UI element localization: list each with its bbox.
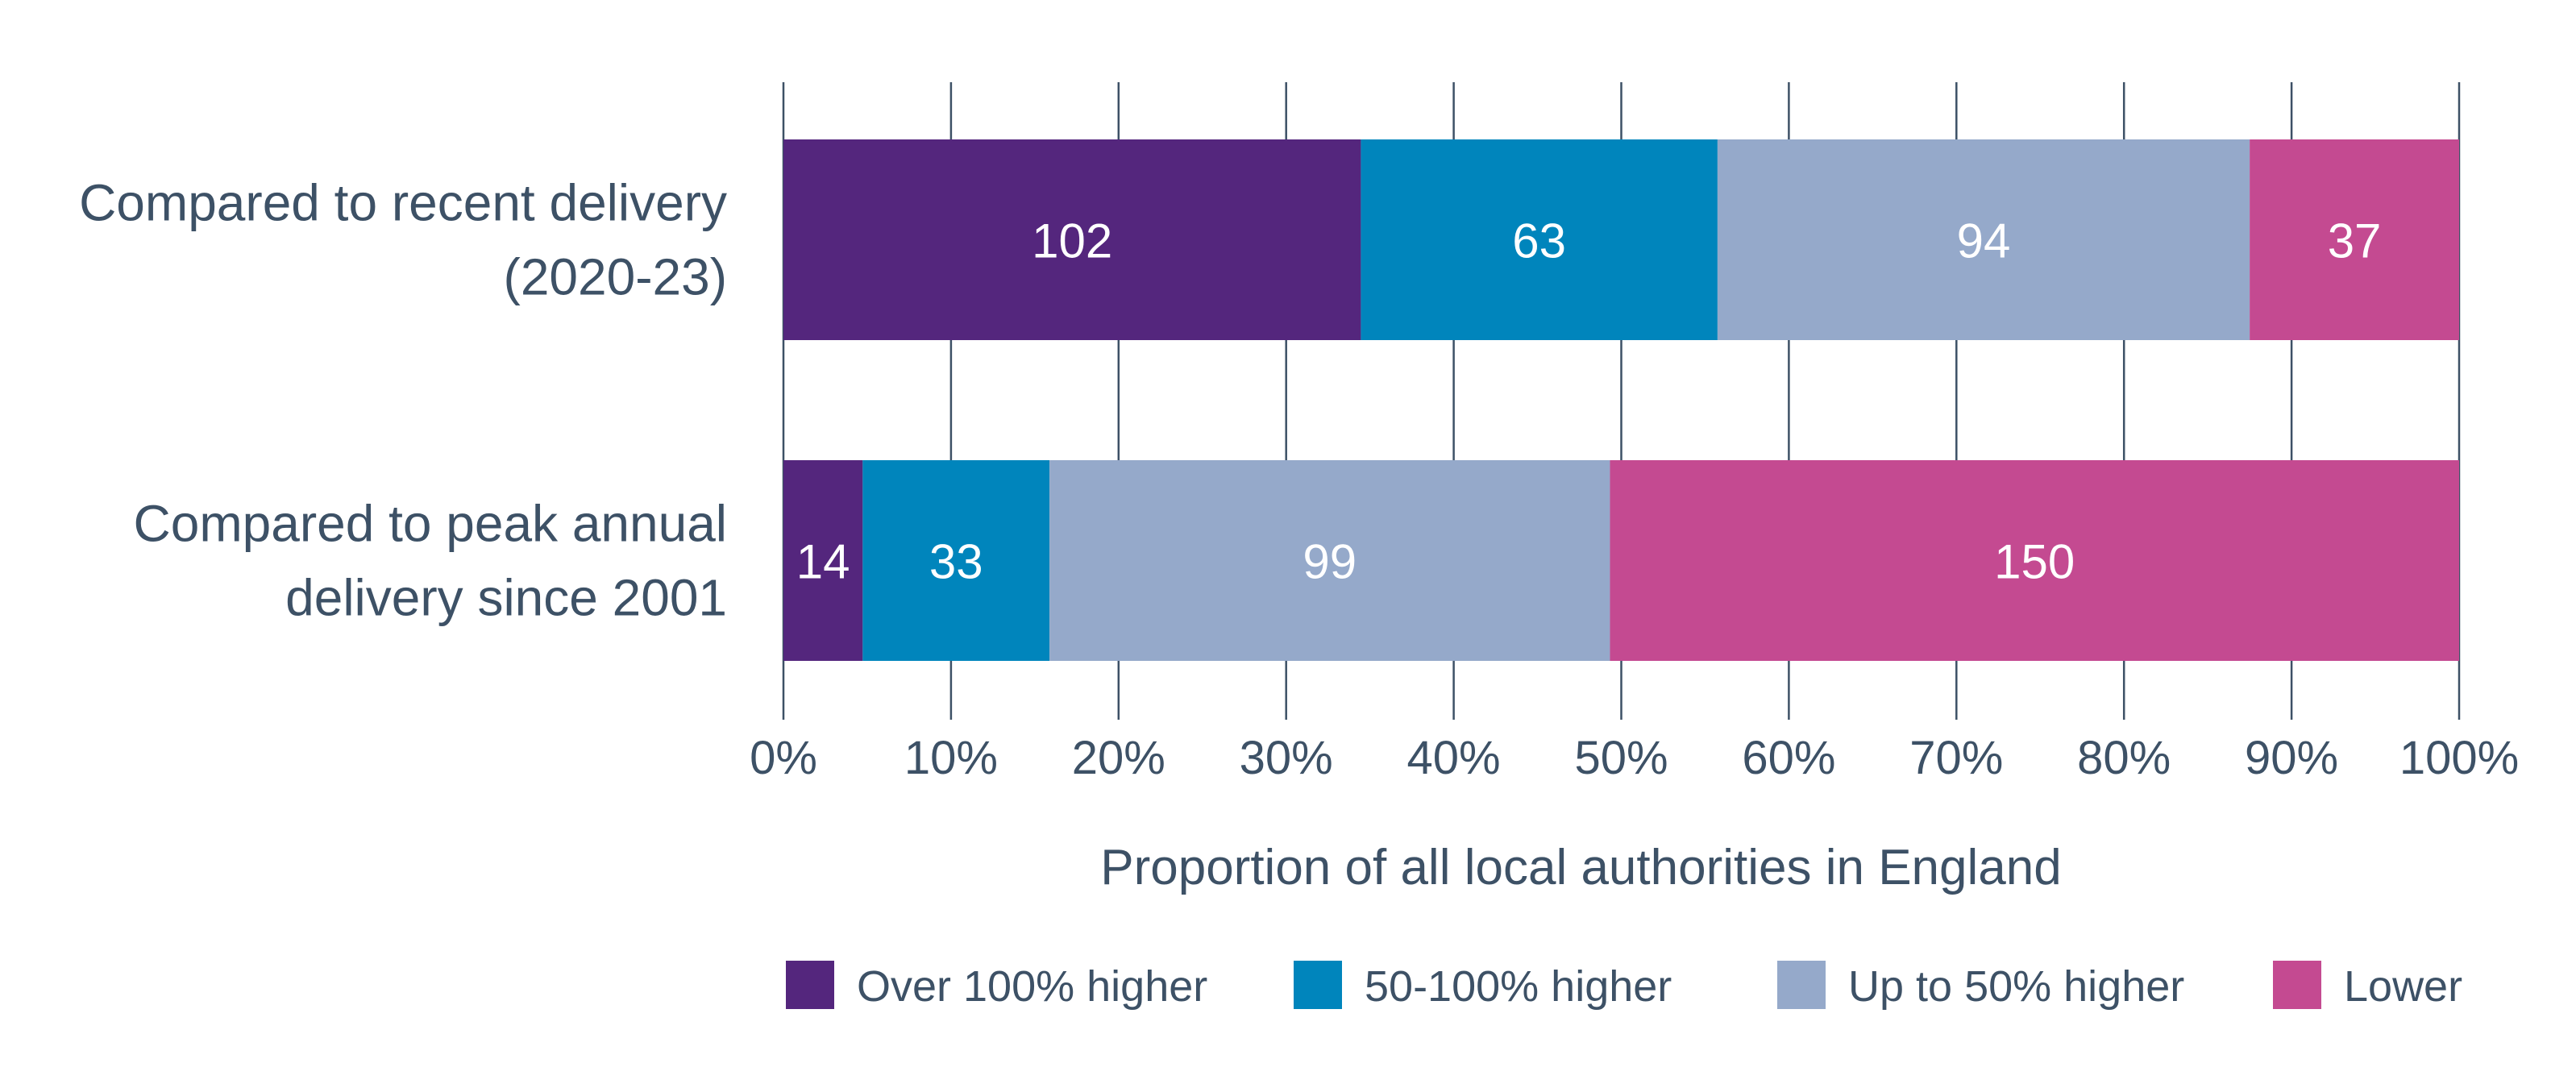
data-label: 14: [796, 535, 850, 589]
category-label: Compared to recent delivery: [79, 174, 727, 232]
x-tick-label: 40%: [1407, 732, 1501, 784]
data-label: 33: [929, 535, 983, 589]
x-tick-label: 20%: [1072, 732, 1165, 784]
bar-segment: [1361, 139, 1718, 340]
x-tick-label: 0%: [750, 732, 817, 784]
category-label: Compared to peak annual: [134, 495, 728, 553]
x-tick-label: 60%: [1742, 732, 1835, 784]
legend-swatch: [1294, 961, 1342, 1009]
data-label: 63: [1512, 214, 1566, 268]
bar-segment: [1049, 460, 1610, 661]
x-tick-label: 100%: [2399, 732, 2519, 784]
x-tick-label: 50%: [1574, 732, 1668, 784]
data-label: 37: [2328, 214, 2382, 268]
bar-segment: [783, 460, 863, 661]
legend-swatch: [1777, 961, 1826, 1009]
data-label: 94: [1957, 214, 2011, 268]
x-tick-label: 70%: [1909, 732, 2003, 784]
x-tick-label: 10%: [904, 732, 998, 784]
x-tick-label: 80%: [2077, 732, 2171, 784]
legend-swatch: [2273, 961, 2321, 1009]
x-tick-label: 30%: [1240, 732, 1333, 784]
bar-segment: [1717, 139, 2250, 340]
legend-swatch: [786, 961, 834, 1009]
legend-label: 50-100% higher: [1365, 962, 1672, 1011]
bar-segment: [1610, 460, 2459, 661]
legend-label: Up to 50% higher: [1848, 962, 2184, 1011]
x-axis-title: Proportion of all local authorities in E…: [1100, 840, 2062, 895]
category-label: (2020-23): [504, 248, 728, 306]
data-label: 150: [1994, 535, 2075, 589]
bar-segment: [2250, 139, 2459, 340]
data-label: 102: [1032, 214, 1112, 268]
x-tick-label: 90%: [2245, 732, 2338, 784]
category-label: delivery since 2001: [285, 569, 727, 627]
legend-label: Over 100% higher: [857, 962, 1207, 1011]
data-label: 99: [1303, 535, 1357, 589]
legend-label: Lower: [2344, 962, 2462, 1011]
bar-segment: [862, 460, 1050, 661]
bar-segment: [783, 139, 1361, 340]
